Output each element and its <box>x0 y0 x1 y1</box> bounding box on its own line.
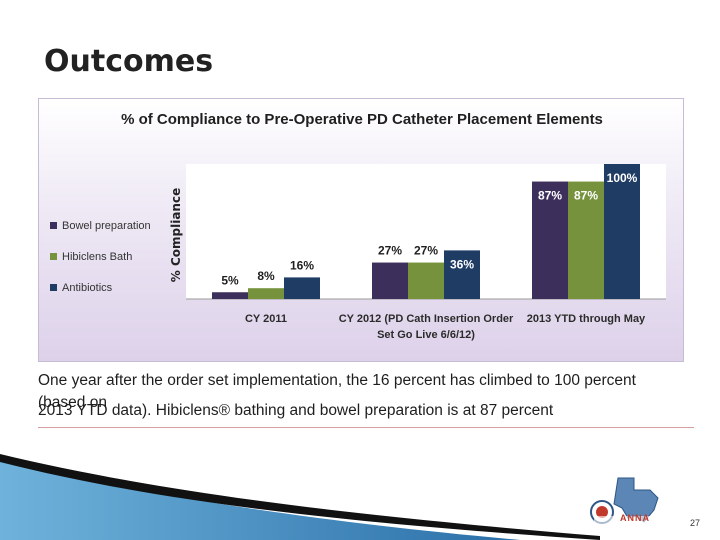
data-label-bowel-preparation-3: 87% <box>538 189 562 203</box>
legend-swatch-bowel-preparation <box>50 222 57 229</box>
bar-bowel-preparation-2 <box>372 262 408 299</box>
legend-swatch-hibiclens-bath <box>50 253 57 260</box>
legend-label-hibiclens-bath: Hibiclens Bath <box>62 250 133 263</box>
bar-bowel-preparation-1 <box>212 292 248 299</box>
legend-item-bowel-preparation: Bowel preparation <box>50 210 151 241</box>
divider-line <box>38 427 694 428</box>
data-label-antibiotics-2: 36% <box>450 257 474 271</box>
bar-antibiotics-2 <box>444 250 480 299</box>
data-label-bowel-preparation-1: 5% <box>221 273 239 287</box>
legend-label-bowel-preparation: Bowel preparation <box>62 219 151 232</box>
footer-swoosh <box>0 454 600 540</box>
legend-swatch-antibiotics <box>50 284 57 291</box>
slide-title: Outcomes <box>44 44 214 79</box>
chart-legend: Bowel preparation Hibiclens Bath Antibio… <box>50 210 151 303</box>
legend-label-antibiotics: Antibiotics <box>62 281 113 294</box>
x-tick-label-1: CY 2011 <box>245 313 287 325</box>
bar-hibiclens-bath-3 <box>568 181 604 299</box>
bar-hibiclens-bath-2 <box>408 262 444 299</box>
legend-item-antibiotics: Antibiotics <box>50 272 151 303</box>
y-axis-label: % Compliance <box>169 187 183 283</box>
x-tick-label-3: 2013 YTD through May <box>527 313 646 325</box>
caption-line-2: 2013 YTD data). Hibiclens® bathing and b… <box>38 402 554 419</box>
bar-bowel-preparation-3 <box>532 181 568 299</box>
bar-antibiotics-3 <box>604 164 640 299</box>
bar-hibiclens-bath-1 <box>248 288 284 299</box>
data-label-bowel-preparation-2: 27% <box>378 244 402 258</box>
bar-antibiotics-1 <box>284 277 320 299</box>
data-label-antibiotics-1: 16% <box>290 258 314 272</box>
caption-line-1: One year after the order set implementat… <box>38 372 636 411</box>
x-tick-label-2: CY 2012 (PD Cath Insertion Order Set Go L… <box>339 313 514 341</box>
page-number: 27 <box>690 518 701 528</box>
data-label-hibiclens-bath-3: 87% <box>574 189 598 203</box>
logo-text: ANNA <box>620 513 650 523</box>
data-label-antibiotics-3: 100% <box>607 171 638 185</box>
chart-svg: 5% 8% 16% CY 2011 27% 27% 36% CY 2012 (PD Cath … <box>186 164 666 341</box>
chart-title: % of Compliance to Pre-Operative PD Cath… <box>121 111 603 128</box>
legend-item-hibiclens-bath: Hibiclens Bath <box>50 241 151 272</box>
data-label-hibiclens-bath-1: 8% <box>257 269 275 283</box>
anna-logo <box>590 477 668 526</box>
data-label-hibiclens-bath-2: 27% <box>414 244 438 258</box>
